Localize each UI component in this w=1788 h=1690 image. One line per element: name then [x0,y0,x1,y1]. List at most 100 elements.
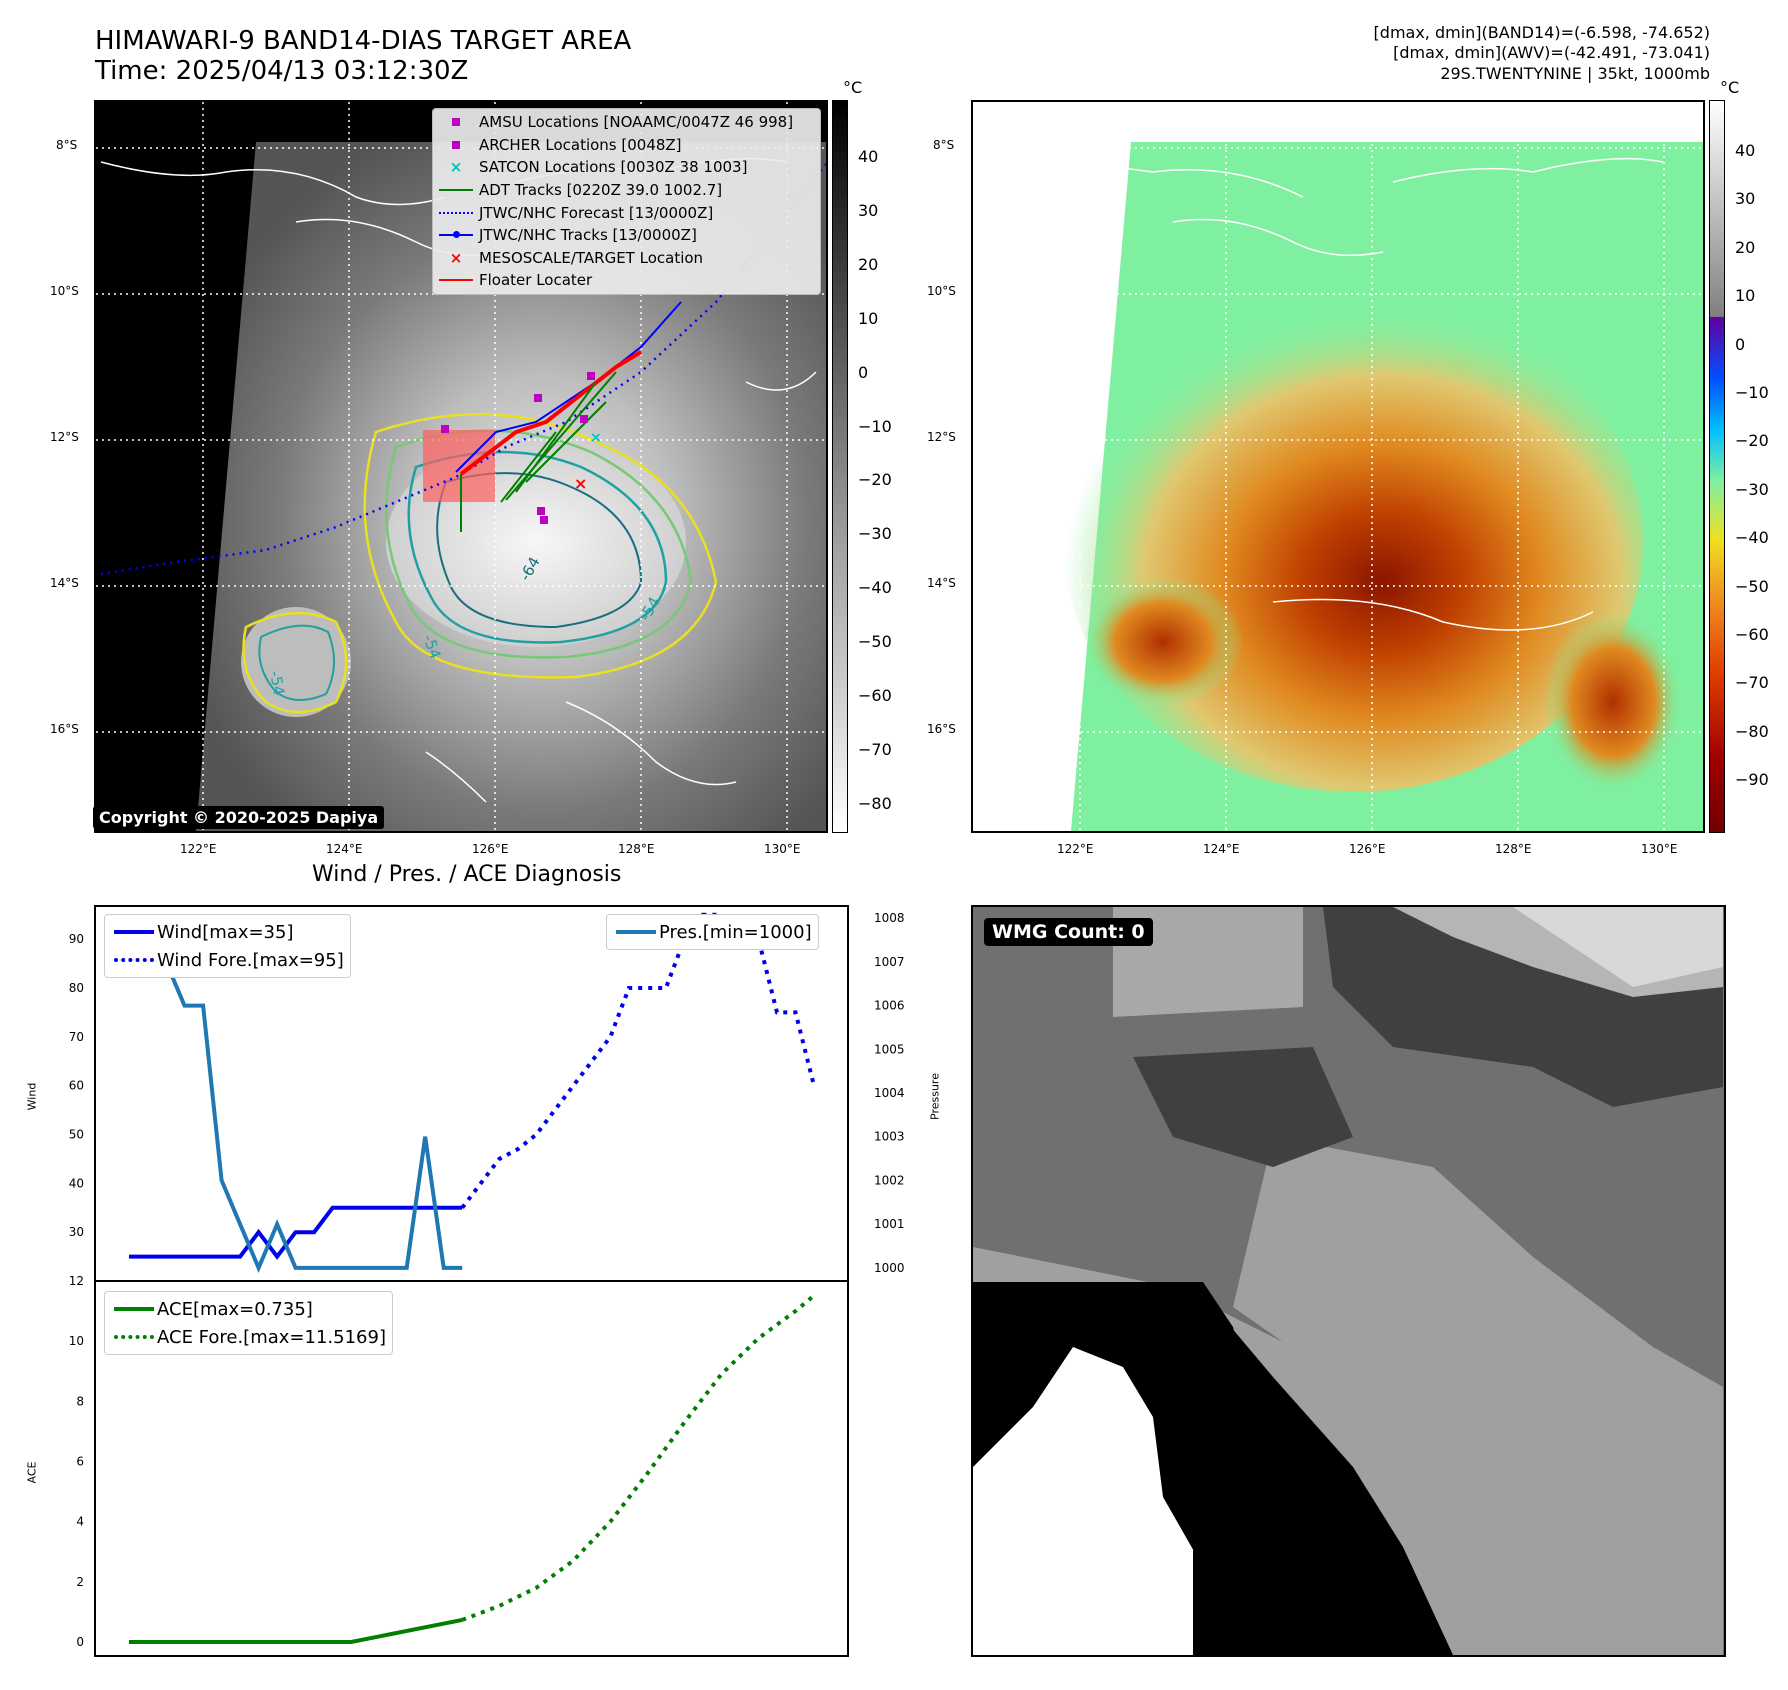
legend-item-floater: Floater Locater [433,269,820,292]
ace-tick-label: 10 [69,1334,84,1348]
colorbar-tick-label: −40 [858,578,892,598]
colorbar-tick-label: −30 [1735,479,1769,499]
lon-label: 128°E [618,842,655,856]
wind-tick-label: 30 [69,1225,84,1239]
colorbar-unit: °C [1720,78,1740,97]
colorbar-tick-label: −80 [1735,721,1769,741]
colorbar-tick-label: 10 [858,308,879,328]
svg-text:×: × [574,474,587,493]
wind-tick-label: 50 [69,1128,84,1142]
lat-label: 14°S [50,576,79,590]
colorbar-tick-label: −10 [1735,383,1769,402]
diagnosis-svg: 9080706050403010081007100610051004100310… [69,905,905,1657]
info-line-band14: [dmax, dmin](BAND14)=(-6.598, -74.652) [1373,23,1710,42]
colorbar-unit: °C [843,78,863,97]
ace-tick-label: 6 [76,1454,84,1468]
pressure-tick-label: 1004 [874,1086,905,1100]
colorbar-tick-label: 20 [1735,237,1756,257]
colorbar-tick-label: 20 [858,254,879,274]
legend-item-archer: ARCHER Locations [0048Z] [433,134,820,157]
lat-label: 16°S [50,722,79,736]
colorbar-tick-label: 30 [1735,189,1756,209]
wmg-count-badge: WMG Count: 0 [984,918,1153,946]
pressure-tick-label: 1008 [874,911,905,925]
wmg-image [973,907,1723,1655]
wind-tick-label: 40 [69,1176,84,1190]
ir-satellite-image: × × -64 -54 -54 -54 [96,102,826,831]
lat-label: 8°S [933,138,955,152]
colorbar-tick-label: −10 [858,416,892,436]
legend-item-target: × MESOSCALE/TARGET Location [449,248,704,267]
legend-item-adt: ADT Tracks [0220Z 39.0 1002.7] [433,179,820,202]
lat-label: 10°S [50,284,79,298]
pressure-tick-label: 1001 [874,1217,905,1231]
page-title: HIMAWARI-9 BAND14-DIAS TARGET AREA [95,26,632,56]
ace-series-line [129,1617,463,1644]
wind-series-line [129,1205,463,1260]
lon-label: 124°E [326,842,363,856]
page-subtitle-time: Time: 2025/04/13 03:12:30Z [95,56,469,86]
colorbar-tick-label: 0 [1735,334,1746,354]
lon-label: 122°E [1057,842,1094,856]
pressure-tick-label: 1005 [874,1042,905,1056]
legend-item-pres: Pres.[min=1000] [613,918,812,946]
copyright-label: Copyright © 2020-2025 Dapiya [93,806,385,829]
lat-label: 12°S [50,430,79,444]
lon-label: 122°E [180,842,217,856]
lon-label: 128°E [1495,842,1532,856]
lon-label: 126°E [472,842,509,856]
colorbar-tick-label: 40 [1735,141,1756,160]
lat-label: 10°S [927,284,956,298]
lat-label: 12°S [927,430,956,444]
pressure-tick-label: 1003 [874,1130,905,1144]
pressure-tick-label: 1006 [874,999,905,1013]
colorbar-grayscale [832,100,848,833]
lon-label: 130°E [1641,842,1678,856]
colorbar-awv [1709,100,1725,833]
colorbar-tick-label: −90 [1735,770,1769,790]
awv-map [971,100,1705,833]
info-line-awv: [dmax, dmin](AWV)=(-42.491, -73.041) [1393,43,1710,62]
legend-item-wind: Wind[max=35] [111,918,344,946]
map-legend: AMSU Locations [NOAAMC/0047Z 46 998] ARC… [432,108,821,295]
lon-label: 130°E [764,842,801,856]
wind-legend: Wind[max=35] Wind Fore.[max=95] [104,914,351,978]
ace-tick-label: 12 [69,1274,84,1288]
wind-forecast-series-line [460,912,816,1210]
legend-item-ace: ACE[max=0.735] [111,1295,386,1323]
colorbar-tick-label: −70 [858,739,892,759]
legend-item-amsu: AMSU Locations [NOAAMC/0047Z 46 998] [433,111,820,134]
contour-label: -54 [266,670,288,697]
colorbar-tick-label: −60 [1735,625,1769,644]
wind-tick-label: 80 [69,981,84,995]
ace-tick-label: 2 [76,1575,84,1589]
pressure-tick-label: 1000 [874,1261,905,1275]
legend-item-jtwc-tracks: JTWC/NHC Tracks [13/0000Z] [433,224,820,247]
ace-axis-label: ACE [25,1461,39,1484]
lat-label: 8°S [56,138,78,152]
wind-tick-label: 60 [69,1079,84,1093]
colorbar-tick-label: 30 [858,200,879,220]
lon-label: 126°E [1349,842,1386,856]
info-line-storm: 29S.TWENTYNINE | 35kt, 1000mb [1440,64,1710,83]
ace-tick-label: 8 [76,1394,84,1408]
lat-label: 14°S [927,576,956,590]
colorbar-tick-label: −80 [858,793,892,813]
diagnosis-chart: 90 80 70 60 50 40 30 1008 1007 1006 1005 1004 1003 10… [69,905,905,1657]
pressure-tick-label: 1007 [874,955,905,969]
colorbar-tick-label: 10 [1735,286,1756,306]
ace-tick-label: 0 [76,1635,84,1649]
colorbar-tick-label: −30 [858,524,892,544]
pressure-axis-label: Pressure [928,1073,942,1120]
colorbar-tick-label: −60 [858,686,892,705]
ace-tick-label: 4 [76,1515,84,1529]
legend-item-wind-fore: Wind Fore.[max=95] [111,946,344,974]
diagnosis-title: Wind / Pres. / ACE Diagnosis [312,862,622,887]
colorbar-tick-label: −20 [1735,431,1769,451]
colorbar-tick-label: 40 [858,147,879,166]
colorbar-tick-label: −50 [858,632,892,652]
pressure-legend: Pres.[min=1000] [606,914,819,950]
colorbar-tick-label: −70 [1735,673,1769,693]
legend-item-satcon: × SATCON Locations [0030Z 38 1003] [449,158,748,177]
pressure-series-line [127,917,463,1274]
